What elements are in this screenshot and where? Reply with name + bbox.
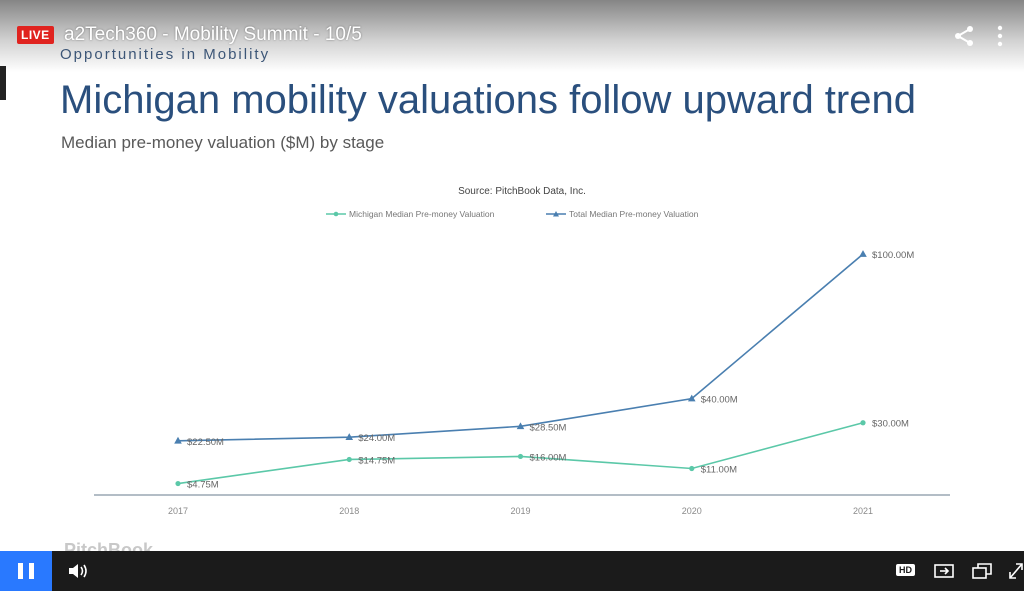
slide-header: Opportunities in Mobility: [60, 46, 271, 63]
theater-mode-icon[interactable]: [934, 563, 954, 579]
total-data-point: [345, 433, 354, 440]
player-control-bar: HD: [0, 551, 1024, 591]
michigan-data-point: [689, 465, 695, 472]
data-label: $14.75M: [358, 455, 395, 466]
michigan-series-line: [177, 421, 864, 485]
hd-quality-badge[interactable]: HD: [896, 564, 915, 576]
side-panel-tab[interactable]: [0, 66, 6, 100]
legend-label: Michigan Median Pre-money Valuation: [349, 209, 495, 219]
data-label: $100.00M: [872, 250, 914, 261]
pause-icon-bar: [29, 563, 34, 579]
x-axis-ticks: 2017 2018 2019 2020 2021: [168, 506, 873, 516]
data-label: $16.00M: [530, 452, 567, 463]
data-label: $40.00M: [701, 395, 738, 406]
total-data-point: [859, 250, 867, 257]
fullscreen-icon[interactable]: [1008, 562, 1024, 580]
data-label: $30.00M: [872, 419, 909, 430]
legend-marker: [333, 211, 339, 217]
volume-icon[interactable]: [68, 562, 90, 580]
data-label: $11.00M: [701, 465, 737, 476]
stream-title: a2Tech360 - Mobility Summit - 10/5: [64, 24, 362, 45]
data-label: $22.50M: [187, 437, 224, 448]
live-badge: LIVE: [17, 26, 54, 44]
more-options-icon[interactable]: [994, 24, 1006, 48]
chart-series: $4.75M $14.75M $16.00M $11.00M $30.00M $22.50…: [174, 250, 914, 491]
x-tick-label: 2019: [510, 506, 530, 516]
michigan-data-point: [175, 480, 181, 487]
michigan-data-point: [860, 420, 866, 426]
slide-title: Michigan mobility valuations follow upwa…: [60, 78, 916, 122]
data-label: $28.50M: [530, 422, 567, 433]
total-data-point: [516, 422, 525, 430]
total-data-point: [174, 436, 182, 444]
valuation-line-chart: Source: PitchBook Data, Inc. Michigan Me…: [94, 186, 950, 516]
total-series-line: [177, 253, 864, 442]
x-tick-label: 2017: [168, 506, 188, 516]
legend-marker: [553, 211, 559, 217]
michigan-data-point: [517, 453, 524, 460]
total-data-point: [687, 394, 696, 402]
legend-label: Total Median Pre-money Valuation: [569, 209, 699, 219]
x-tick-label: 2021: [853, 506, 873, 516]
data-label: $24.00M: [358, 433, 395, 444]
data-label: $4.75M: [187, 480, 219, 491]
pause-button[interactable]: [0, 551, 52, 591]
slide-subtitle: Median pre-money valuation ($M) by stage: [61, 133, 385, 152]
x-tick-label: 2018: [339, 506, 359, 516]
pause-icon: [18, 563, 23, 579]
picture-in-picture-icon[interactable]: [972, 563, 992, 579]
michigan-data-point: [346, 456, 352, 463]
share-icon[interactable]: [953, 25, 975, 47]
x-tick-label: 2020: [682, 506, 702, 516]
chart-source-title: Source: PitchBook Data, Inc.: [458, 186, 586, 197]
player-top-bar: [0, 0, 1024, 72]
chart-legend: Michigan Median Pre-money Valuation Total…: [326, 209, 699, 219]
